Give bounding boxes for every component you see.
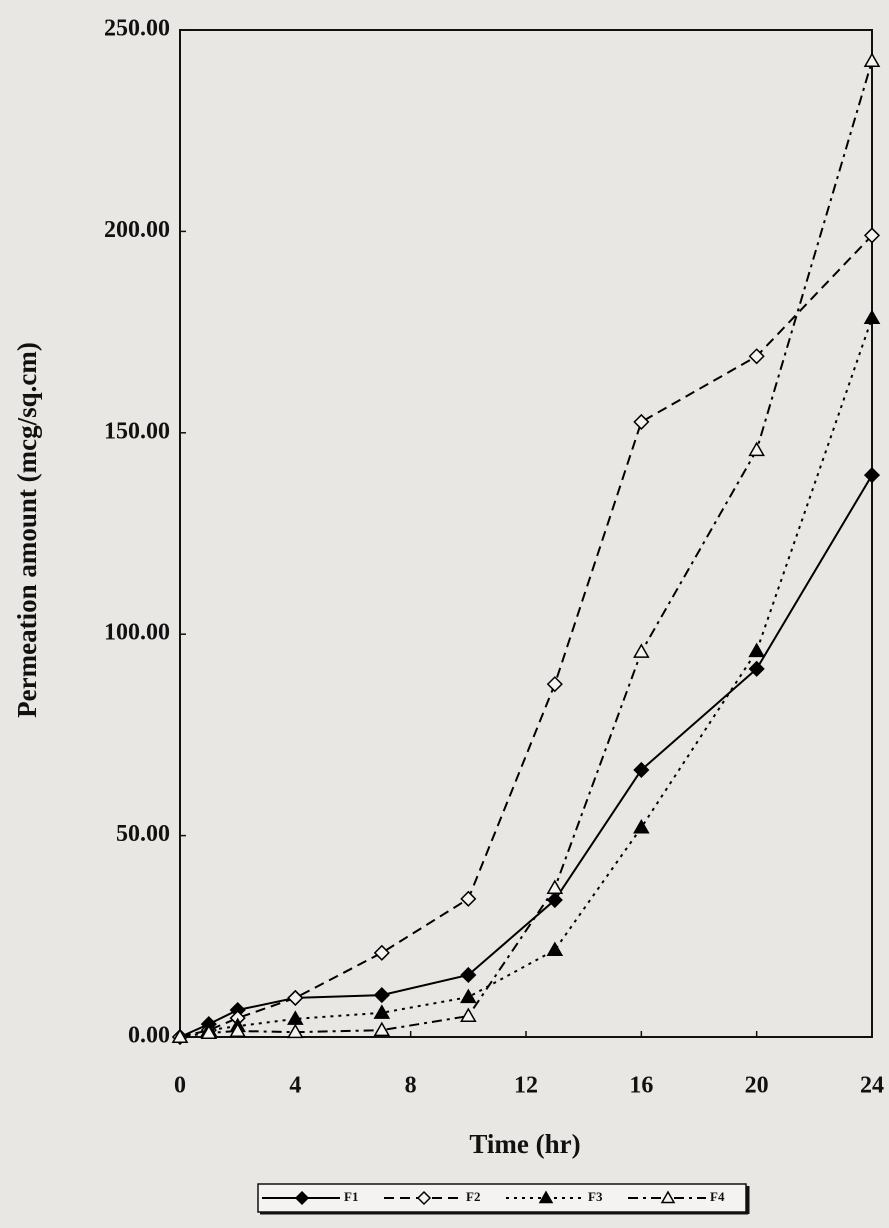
x-tick-label: 16 [629, 1073, 653, 1099]
x-tick-label: 12 [514, 1073, 538, 1099]
legend-label: F1 [344, 1189, 358, 1204]
y-tick-label: 250.00 [104, 16, 170, 42]
marker [634, 821, 648, 833]
series-line [180, 61, 872, 1037]
page: Time (hr) Permeation amount (mcg/sq.cm) … [0, 0, 889, 1228]
marker [461, 1009, 475, 1021]
plot-frame [180, 30, 872, 1037]
legend-label: F4 [710, 1189, 725, 1204]
marker [865, 311, 879, 323]
marker [375, 988, 389, 1002]
series-line [180, 235, 872, 1037]
x-tick-label: 20 [745, 1073, 769, 1099]
y-tick-label: 100.00 [104, 620, 170, 646]
marker [461, 892, 475, 906]
marker [750, 644, 764, 656]
marker [548, 943, 562, 955]
marker [288, 991, 302, 1005]
x-tick-label: 4 [289, 1073, 301, 1099]
marker [548, 881, 562, 893]
y-tick-label: 50.00 [116, 821, 170, 847]
x-axis-title: Time (hr) [469, 1129, 580, 1159]
marker [634, 645, 648, 657]
marker [375, 946, 389, 960]
y-tick-label: 200.00 [104, 217, 170, 243]
chart: Time (hr) Permeation amount (mcg/sq.cm) … [0, 0, 889, 1228]
marker [865, 468, 879, 482]
series-line [180, 475, 872, 1037]
legend-label: F2 [466, 1189, 480, 1204]
y-tick-label: 150.00 [104, 418, 170, 444]
marker [461, 990, 475, 1002]
marker [750, 443, 764, 455]
x-tick-label: 8 [405, 1073, 417, 1099]
marker [548, 677, 562, 691]
marker [865, 54, 879, 66]
y-tick-label: 0.00 [128, 1023, 170, 1049]
legend-label: F3 [588, 1189, 603, 1204]
y-axis-title: Permeation amount (mcg/sq.cm) [12, 342, 42, 718]
marker [634, 415, 648, 429]
x-tick-label: 24 [860, 1073, 884, 1099]
x-tick-label: 0 [174, 1073, 186, 1099]
